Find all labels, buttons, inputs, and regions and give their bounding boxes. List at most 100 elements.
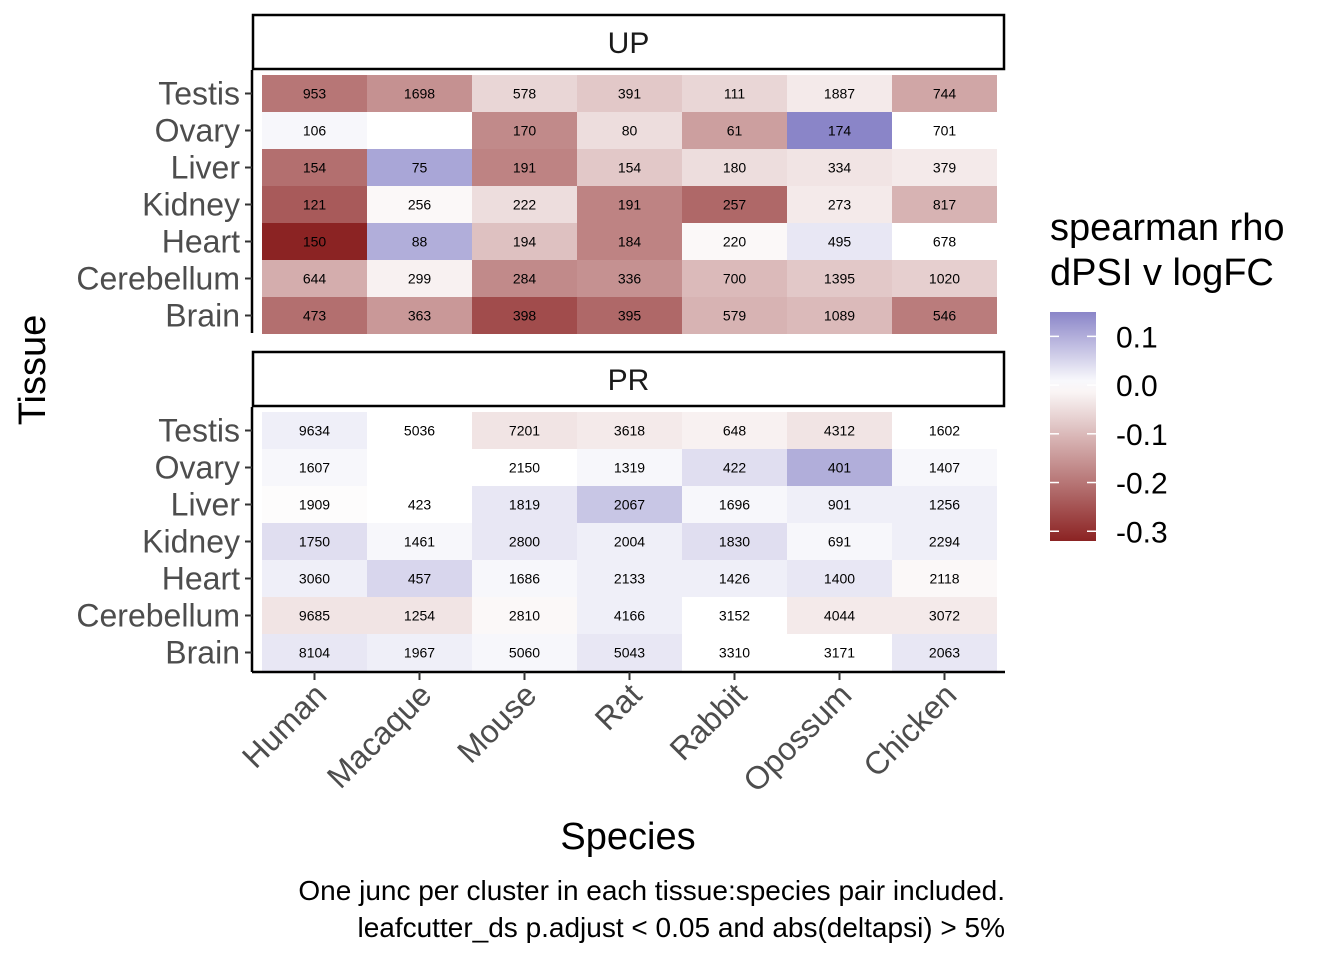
legend-title-line1: spearman rho [1050, 207, 1284, 249]
cell-count-label: 174 [828, 123, 852, 139]
cell-count-label: 644 [303, 271, 327, 287]
cell-count-label: 1256 [929, 497, 960, 513]
facet-strip-label: PR [608, 364, 650, 397]
cell-count-label: 3310 [719, 645, 750, 661]
heatmap-cell [367, 560, 472, 597]
y-tick-label: Ovary [155, 113, 240, 149]
cell-count-label: 154 [303, 160, 327, 176]
cell-count-label: 9685 [299, 608, 330, 624]
cell-count-label: 3072 [929, 608, 960, 624]
cell-count-label: 473 [303, 308, 327, 324]
cell-count-label: 1020 [929, 271, 960, 287]
y-tick-label: Ovary [155, 450, 240, 486]
cell-count-label: 1819 [509, 497, 540, 513]
cell-count-label: 2800 [509, 534, 540, 550]
heatmap-cell [682, 634, 787, 671]
y-tick-label: Cerebellum [76, 598, 240, 634]
heatmap-cell [892, 223, 997, 260]
cell-count-label: 256 [408, 197, 432, 213]
cell-count-label: 154 [618, 160, 642, 176]
cell-count-label: 1407 [929, 460, 960, 476]
heatmap-cell [472, 560, 577, 597]
cell-count-label: 678 [933, 234, 957, 250]
heatmap-cell [472, 523, 577, 560]
heatmap-cell [892, 412, 997, 449]
cell-count-label: 7201 [509, 423, 540, 439]
heatmap-cell [262, 486, 367, 523]
heatmap-cell [472, 149, 577, 186]
heatmap-cell [787, 449, 892, 486]
cell-count-label: 700 [723, 271, 747, 287]
facet-panel-pr: PR 9634 5036 7201 3618 648 4312 1602 1607 2150 131… [76, 350, 1006, 672]
heatmap-cell [367, 412, 472, 449]
heatmap-cell [472, 597, 577, 634]
cell-count-label: 423 [408, 497, 432, 513]
heatmap-cell [367, 186, 472, 223]
cell-count-label: 5043 [614, 645, 645, 661]
cell-count-label: 701 [933, 123, 957, 139]
cell-count-label: 3060 [299, 571, 330, 587]
heatmap-cell [682, 486, 787, 523]
y-axis-title: Tissue [12, 315, 54, 426]
heatmap-cell [367, 223, 472, 260]
heatmap-cell [787, 149, 892, 186]
cell-count-label: 1967 [404, 645, 435, 661]
cell-count-label: 691 [828, 534, 852, 550]
cell-count-label: 180 [723, 160, 747, 176]
heatmap-cell [262, 112, 367, 149]
heatmap-cell [472, 223, 577, 260]
cell-count-label: 1830 [719, 534, 750, 550]
heatmap-cell [472, 449, 577, 486]
cell-count-label: 3618 [614, 423, 645, 439]
y-tick-label: Heart [162, 561, 240, 597]
cell-count-label: 191 [513, 160, 537, 176]
heatmap-cell [262, 597, 367, 634]
legend-title-line2: dPSI v logFC [1050, 252, 1274, 294]
heatmap-cell [787, 260, 892, 297]
heatmap-cell [577, 597, 682, 634]
heatmap-cell [262, 412, 367, 449]
heatmap-cell [682, 260, 787, 297]
cell-count-label: 953 [303, 86, 327, 102]
heatmap-cell [577, 412, 682, 449]
cell-count-label: 88 [412, 234, 428, 250]
heatmap-cell [577, 634, 682, 671]
heatmap-cell [682, 523, 787, 560]
cell-count-label: 4312 [824, 423, 855, 439]
heatmap-cell [367, 597, 472, 634]
heatmap-cell [472, 260, 577, 297]
legend-tick-label: 0.0 [1116, 370, 1158, 403]
heatmap-cell [472, 297, 577, 334]
cell-count-label: 648 [723, 423, 747, 439]
cell-count-label: 817 [933, 197, 957, 213]
cell-count-label: 257 [723, 197, 747, 213]
cell-count-label: 284 [513, 271, 537, 287]
heatmap-cell [577, 75, 682, 112]
heatmap-cell [577, 223, 682, 260]
cell-count-label: 1607 [299, 460, 330, 476]
cell-count-label: 1254 [404, 608, 435, 624]
heatmap-cell [262, 223, 367, 260]
heatmap-cell [892, 112, 997, 149]
y-tick-label: Kidney [142, 187, 240, 223]
cell-count-label: 1698 [404, 86, 435, 102]
x-tick-label: Opossum [736, 676, 858, 798]
cell-count-label: 273 [828, 197, 852, 213]
cell-count-label: 1395 [824, 271, 855, 287]
heatmap-cell [262, 523, 367, 560]
legend-tick-label: -0.1 [1116, 419, 1168, 452]
heatmap-cell [682, 75, 787, 112]
cell-count-label: 744 [933, 86, 957, 102]
cell-count-label: 4044 [824, 608, 855, 624]
cell-count-label: 8104 [299, 645, 330, 661]
heatmap-cell [682, 412, 787, 449]
cell-count-label: 546 [933, 308, 957, 324]
cell-count-label: 184 [618, 234, 642, 250]
cell-count-label: 495 [828, 234, 852, 250]
heatmap-cell [787, 112, 892, 149]
heatmap-cell [367, 486, 472, 523]
x-tick-label: Chicken [856, 676, 963, 783]
heatmap-cell [892, 523, 997, 560]
heatmap-cell [892, 486, 997, 523]
